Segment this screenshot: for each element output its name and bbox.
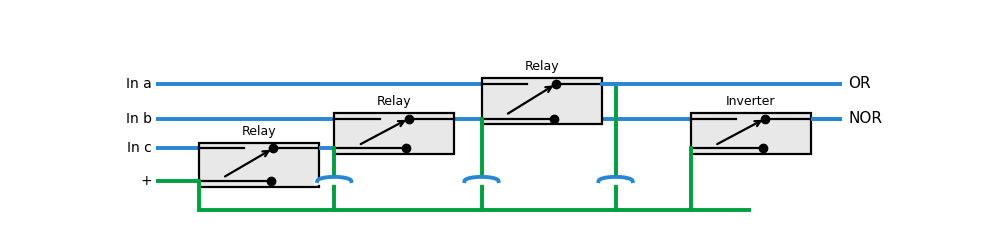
FancyBboxPatch shape <box>334 113 454 154</box>
Text: +: + <box>140 174 152 188</box>
FancyBboxPatch shape <box>199 142 319 187</box>
Text: Inverter: Inverter <box>726 95 776 108</box>
Text: OR: OR <box>848 76 871 92</box>
Text: NOR: NOR <box>848 111 882 126</box>
Text: Relay: Relay <box>524 60 559 73</box>
Text: In c: In c <box>127 142 152 156</box>
FancyBboxPatch shape <box>482 78 602 124</box>
Text: In b: In b <box>126 112 152 126</box>
Text: In a: In a <box>126 77 152 91</box>
Text: Relay: Relay <box>241 125 276 138</box>
FancyBboxPatch shape <box>691 113 811 154</box>
Text: Relay: Relay <box>377 95 412 108</box>
